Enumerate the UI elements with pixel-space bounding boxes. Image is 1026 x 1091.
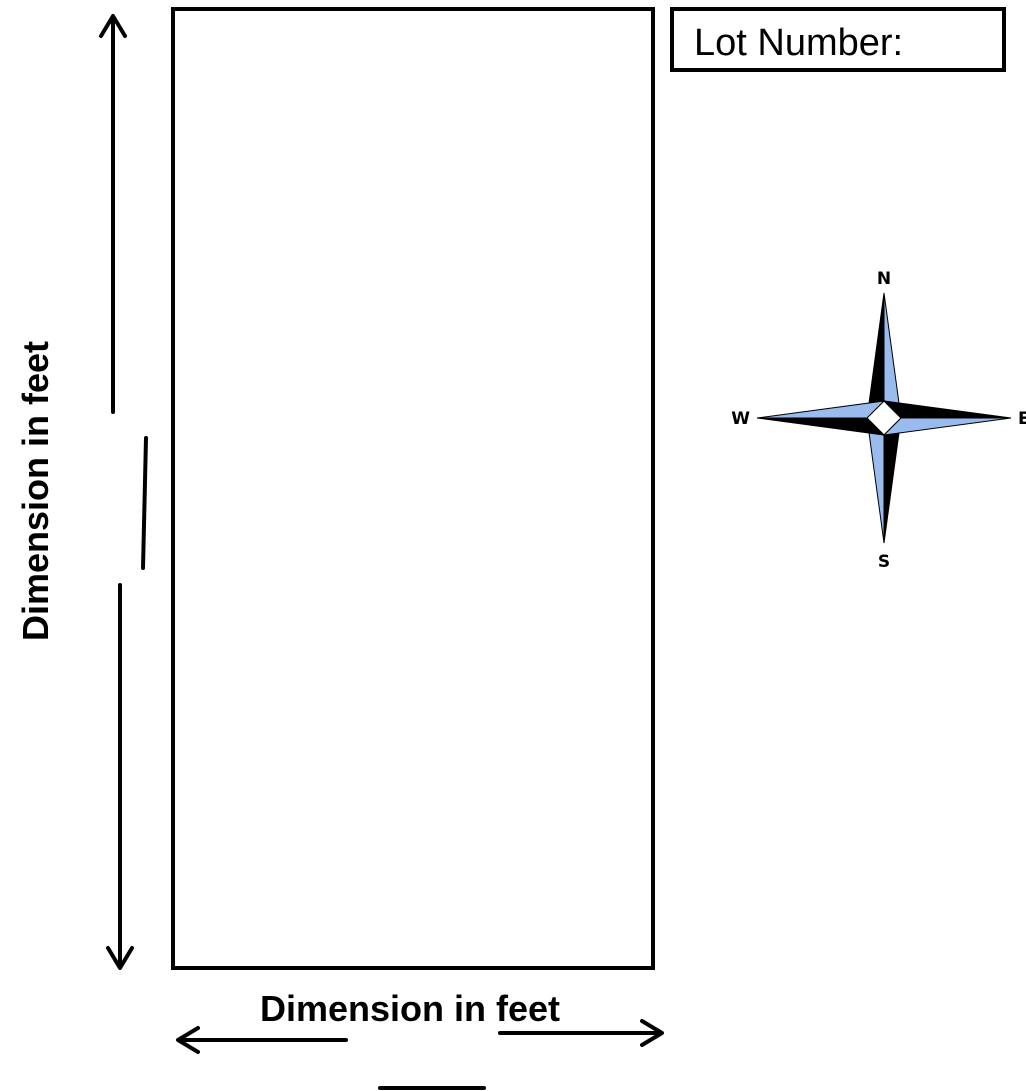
vertical-dimension-label: Dimension in feet — [15, 341, 56, 641]
lot-number-frame — [670, 7, 1006, 72]
compass-west-light — [756, 400, 886, 419]
compass-rose-icon: N S W E — [731, 269, 1026, 572]
compass-south-letter: S — [878, 552, 890, 572]
compass-south-light — [866, 416, 885, 544]
compass-west-dark — [756, 417, 886, 436]
lot-number-label: Lot Number: — [694, 22, 903, 64]
vertical-value-blank — [141, 436, 148, 570]
horizontal-dimension-label: Dimension in feet — [260, 988, 560, 1029]
arrow-up-icon — [99, 14, 127, 38]
arrow-down-icon — [106, 946, 134, 970]
compass-east-dark — [882, 400, 1012, 419]
lot-outline — [171, 7, 655, 970]
compass-north-light — [883, 292, 902, 420]
compass-east-letter: E — [1018, 409, 1026, 429]
compass-north-letter: N — [877, 269, 891, 289]
lot-number-box: Lot Number: — [670, 7, 1006, 72]
arrow-left-icon — [176, 1026, 200, 1054]
compass-north-dark — [866, 292, 885, 420]
arrow-right-icon — [640, 1019, 664, 1047]
vertical-dimension-arrow — [99, 14, 148, 970]
compass-east-light — [882, 417, 1012, 436]
compass-south-dark — [883, 416, 902, 544]
compass-west-letter: W — [731, 409, 750, 429]
horizontal-dimension-arrow — [176, 1019, 664, 1090]
